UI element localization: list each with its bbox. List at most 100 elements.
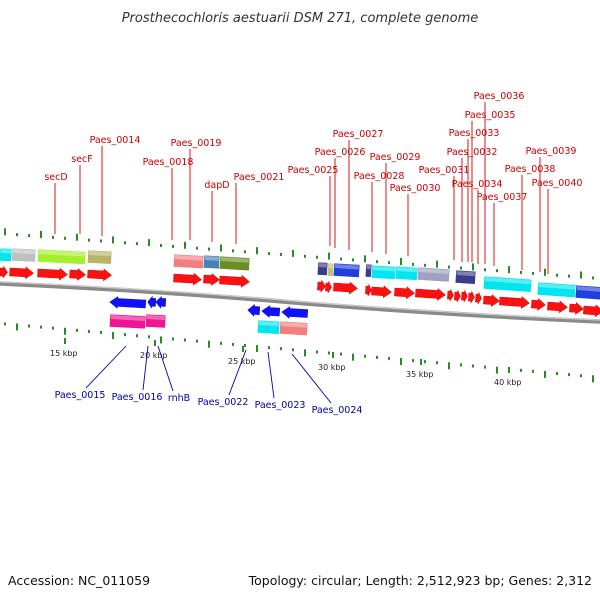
feature-block	[218, 255, 251, 272]
forward-gene-arrow	[0, 265, 8, 279]
forward-gene-label: dapD	[204, 180, 229, 191]
gc-tick	[112, 236, 114, 244]
forward-gene-arrow	[219, 274, 250, 288]
forward-gene-arrow	[9, 266, 34, 280]
forward-gene-arrow	[365, 284, 372, 297]
gc-tick	[232, 342, 234, 346]
reverse-label-leader	[157, 345, 174, 392]
feature-block	[36, 248, 87, 265]
reverse-gene-arrow	[261, 305, 281, 318]
gc-tick	[88, 238, 90, 242]
gc-tick	[328, 252, 330, 260]
feature-block-shine	[418, 268, 449, 275]
forward-gene-arrow	[173, 272, 202, 286]
reverse-strand-genes	[109, 295, 309, 319]
feature-block-shine	[484, 277, 531, 285]
gc-tick	[16, 323, 18, 331]
feature-block-shine	[38, 250, 85, 257]
gc-tick	[376, 355, 378, 359]
forward-gene-arrow	[317, 279, 326, 293]
feature-block	[332, 262, 361, 278]
gc-tick	[460, 363, 462, 367]
gc-tick	[268, 252, 270, 256]
reverse-label-leader	[142, 345, 149, 391]
gc-tick	[580, 271, 582, 279]
feature-block-shine	[220, 257, 249, 263]
gc-tick	[376, 260, 378, 264]
forward-gene-arrow	[461, 290, 468, 303]
gc-tick	[400, 258, 402, 265]
feature-block-shine	[576, 286, 600, 292]
gc-tick	[592, 276, 594, 280]
gc-tick	[148, 335, 150, 339]
gc-tick	[580, 374, 582, 378]
forward-gene-label: Paes_0037	[477, 192, 528, 203]
scale-tick	[242, 346, 244, 352]
gc-tick	[208, 247, 210, 251]
gc-tick	[544, 268, 546, 276]
gc-tick	[544, 370, 546, 378]
reverse-label-leader	[85, 345, 127, 389]
gc-tick	[16, 233, 18, 237]
gc-tick	[568, 373, 570, 377]
forward-gene-arrow	[203, 273, 220, 286]
gc-tick	[472, 364, 474, 368]
forward-gene-arrow	[475, 292, 482, 305]
gc-tick	[364, 255, 366, 263]
gc-tick	[64, 236, 66, 240]
gc-tick	[556, 372, 558, 376]
gc-tick	[412, 359, 414, 363]
forward-gene-arrow	[531, 298, 546, 311]
genome-backbone-highlight	[0, 281, 600, 321]
forward-gene-label: Paes_0027	[333, 129, 384, 140]
feature-block-shine	[258, 321, 279, 327]
feature-block-shine	[0, 249, 11, 254]
gc-tick	[592, 375, 594, 383]
scale-tick	[332, 352, 334, 358]
feature-block-shine	[538, 283, 575, 290]
gc-tick	[472, 263, 474, 271]
forward-gene-arrow	[454, 290, 461, 303]
forward-gene-arrow	[569, 302, 584, 315]
gc-tick	[28, 324, 30, 328]
gc-tick	[448, 265, 450, 269]
gc-tick	[4, 228, 6, 236]
forward-gene-label: Paes_0028	[354, 171, 405, 182]
feature-block	[278, 320, 309, 337]
forward-gene-label: Paes_0038	[505, 164, 556, 175]
gc-tick	[76, 233, 78, 241]
gc-tick	[160, 244, 162, 247]
gc-tick	[340, 257, 342, 261]
reverse-label-leader	[228, 349, 247, 396]
forward-gene-arrow	[325, 281, 332, 294]
forward-gene-arrow	[69, 268, 86, 281]
gc-tick	[388, 356, 390, 360]
gc-tick	[52, 235, 54, 239]
gc-tick	[352, 353, 354, 361]
feature-block	[574, 284, 600, 301]
gc-tick	[124, 241, 126, 245]
gc-tick	[184, 338, 186, 342]
feature-block	[11, 247, 37, 263]
gc-tick	[100, 239, 102, 243]
gc-tick	[256, 247, 258, 255]
forward-strand-genes	[0, 265, 600, 318]
forward-gene-label: Paes_0014	[90, 135, 141, 146]
feature-block	[482, 275, 533, 293]
feature-block-shine	[372, 266, 395, 272]
feature-block-shine	[110, 315, 145, 321]
forward-gene-label: Paes_0030	[390, 183, 441, 194]
forward-gene-label: Paes_0021	[234, 172, 285, 183]
gc-tick	[448, 362, 450, 370]
forward-gene-label: Paes_0025	[288, 165, 339, 176]
reverse-gene-arrow	[147, 295, 157, 309]
map-title: Prosthecochloris aestuarii DSM 271, comp…	[122, 11, 479, 26]
feature-block-shine	[334, 264, 359, 270]
gc-tick	[424, 263, 426, 267]
forward-gene-label: Paes_0034	[452, 179, 503, 190]
gc-tick	[400, 358, 402, 365]
gc-tick	[364, 354, 366, 358]
